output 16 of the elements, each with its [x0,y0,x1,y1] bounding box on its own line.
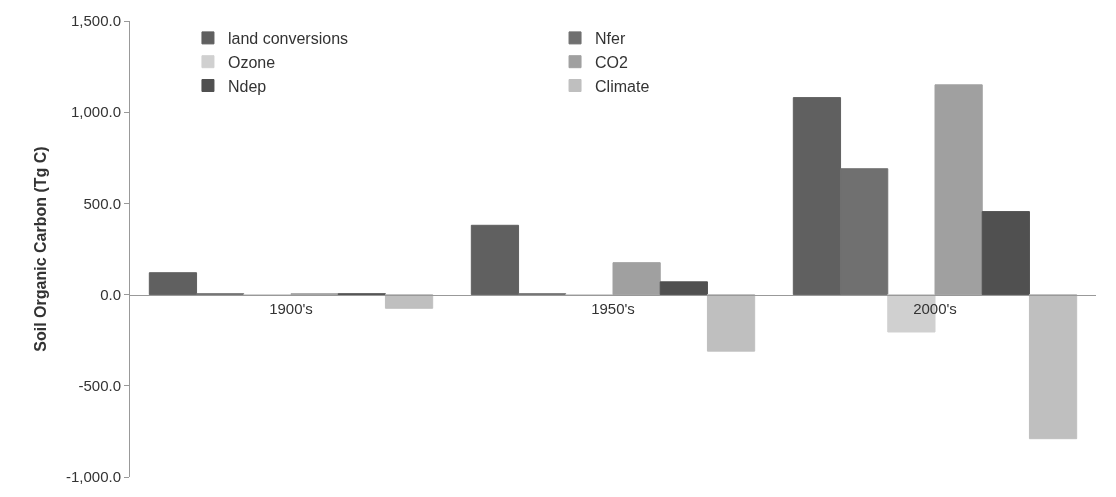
legend-label: Ndep [227,77,267,95]
y-tick-label: -1,000.0 [65,468,121,486]
y-tick-label: -500.0 [78,377,121,395]
x-tick-label: 1900's [269,299,313,317]
y-axis-title: Soil Organic Carbon (Tg C) [31,146,49,352]
x-tick-label: 2000's [913,299,957,317]
legend-label: CO2 [595,53,629,71]
y-tick-label: 500.0 [83,194,121,212]
legend-label: Nfer [595,30,626,48]
legend-label: land conversions [227,30,349,48]
y-tick-label: 1,000.0 [70,103,121,121]
x-tick-label: 1950's [591,299,635,317]
legend-label: Climate [595,77,650,95]
y-tick-label: 1,500.0 [70,12,121,30]
y-tick-label: 0.0 [100,285,121,303]
legend-label: Ozone [227,53,276,71]
